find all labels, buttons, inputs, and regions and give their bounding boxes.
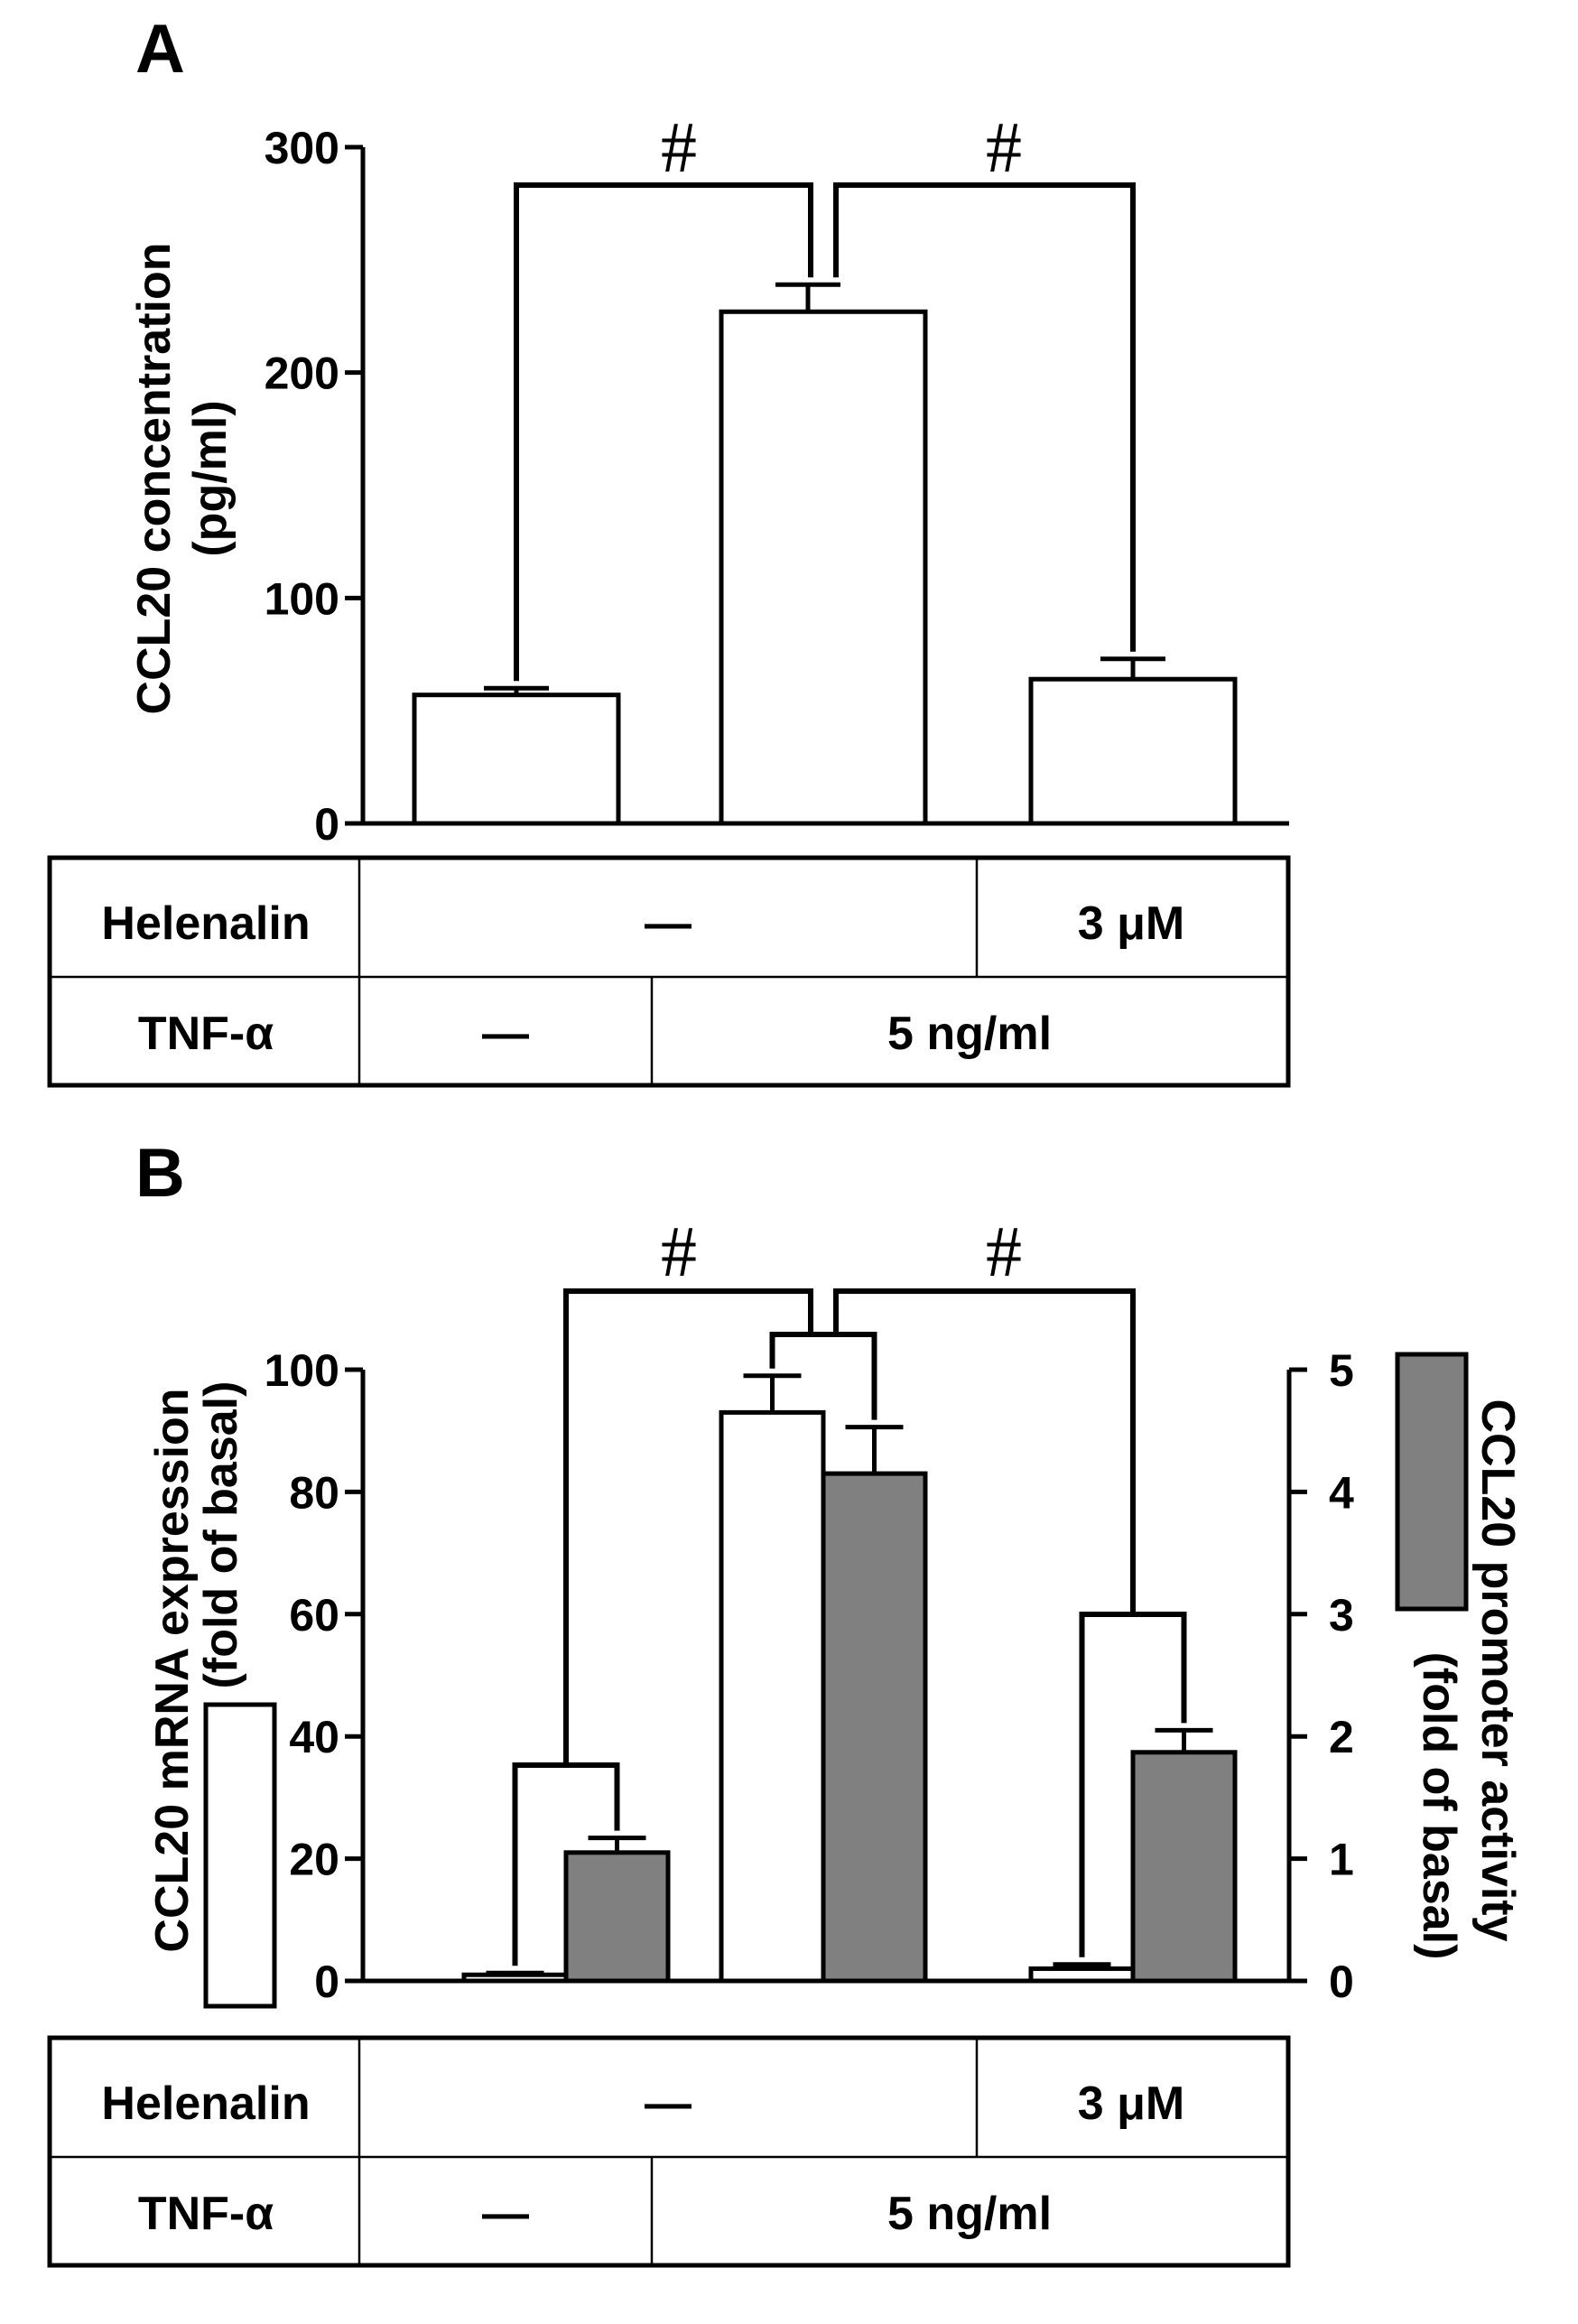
helenalin-none: —	[645, 2078, 692, 2130]
panel-b-ylabel-left: CCL20 mRNA expression	[146, 1388, 199, 1952]
panel-b-left-axis-title: CCL20 mRNA expression (fold of basal)	[146, 1381, 277, 2009]
helenalin-dose: 3 μM	[1078, 2078, 1185, 2130]
panel-a-significance-label: #	[986, 108, 1022, 188]
panel-b-bar-promoter	[821, 1471, 928, 1984]
panel-a-letter: A	[135, 11, 185, 88]
panel-a-significance-label: #	[661, 108, 697, 188]
panel-b-significance-label: #	[986, 1213, 1022, 1292]
panel-b-left-tick-label: 80	[289, 1467, 339, 1518]
panel-b-bar-promoter	[1130, 1750, 1238, 1984]
panel-a-ylabel: CCL20 concentration	[128, 243, 181, 715]
helenalin-none: —	[645, 897, 692, 950]
panel-a-y-tick-label: 0	[314, 799, 339, 850]
panel-b-ylabel-right: CCL20 promoter activity	[1471, 1399, 1524, 1941]
panel-b-tick-labels: 0 20 40 60 80 100 0 1 2 3 4 5	[265, 1345, 1354, 2007]
panel-b-left-tick-label: 40	[289, 1712, 339, 1762]
panel-b-significance-bracket	[563, 1288, 813, 1765]
panel-a-ylabel-unit: (pg/ml)	[184, 400, 237, 556]
panel-b-right-tick-label: 2	[1329, 1712, 1354, 1762]
legend-swatch-mrna	[203, 1702, 277, 2009]
panel-b-bar-mrna	[1028, 1966, 1136, 1984]
panel-b-left-tick-label: 100	[265, 1345, 339, 1396]
panel-b-bar-promoter	[563, 1850, 671, 1984]
panel-b: B CCL20 mRNA expression (fold of basal) …	[47, 1135, 1524, 2268]
tnf-none: —	[482, 2188, 529, 2240]
panel-b-ylabel-right-unit: (fold of basal)	[1413, 1652, 1465, 1960]
panel-b-conditions-table: Helenalin — 3 μM TNF-α — 5 ng/ml	[47, 2035, 1291, 2268]
panel-a-conditions-table: Helenalin — 3 μM TNF-α — 5 ng/ml	[47, 855, 1291, 1088]
panel-a: A CCL20 concentration (pg/ml) 0 100 200 300…	[47, 11, 1291, 1088]
panel-b-right-tick-label: 1	[1329, 1835, 1354, 1885]
tnf-label: TNF-α	[138, 1008, 274, 1060]
panel-b-right-tick-label: 4	[1329, 1467, 1354, 1518]
panel-a-significance-bracket	[514, 182, 813, 682]
helenalin-dose: 3 μM	[1078, 897, 1185, 950]
panel-a-y-tick-label: 200	[265, 349, 339, 399]
panel-a-y-tick-label: 300	[265, 123, 339, 173]
panel-b-right-tick-label: 5	[1329, 1345, 1354, 1396]
helenalin-label: Helenalin	[101, 2078, 310, 2130]
panel-b-left-tick-label: 0	[314, 1957, 339, 2007]
panel-b-significance-label: #	[661, 1213, 697, 1292]
panel-b-left-tick-label: 60	[289, 1590, 339, 1641]
panel-b-letter: B	[135, 1135, 185, 1212]
panel-a-significance-bracket	[833, 182, 1136, 652]
panel-a-y-tick-label: 100	[265, 573, 339, 624]
panel-b-significance-bracket	[833, 1288, 1136, 1614]
panel-b-group-bracket	[769, 1332, 877, 1420]
tnf-dose: 5 ng/ml	[887, 2188, 1052, 2240]
panel-a-tick-labels: 0 100 200 300	[265, 123, 339, 850]
tnf-none: —	[482, 1008, 529, 1060]
panel-a-bar	[412, 693, 621, 826]
panel-b-bar-mrna	[719, 1409, 826, 1984]
tnf-label: TNF-α	[138, 2188, 274, 2240]
panel-b-right-tick-label: 0	[1329, 1957, 1354, 2007]
panel-a-bar	[1028, 676, 1238, 826]
panel-b-plot: # #	[345, 1213, 1307, 1984]
panel-a-plot: # #	[345, 108, 1289, 826]
panel-b-ylabel-left-unit: (fold of basal)	[195, 1381, 247, 1689]
panel-a-bar	[719, 309, 928, 826]
helenalin-label: Helenalin	[101, 897, 310, 950]
legend-swatch-promoter	[1395, 1352, 1469, 1612]
panel-a-y-axis-title: CCL20 concentration (pg/ml)	[128, 243, 237, 715]
panel-b-right-axis-title: CCL20 promoter activity (fold of basal)	[1395, 1352, 1524, 1960]
panel-b-left-tick-label: 20	[289, 1835, 339, 1885]
panel-b-bar-mrna	[461, 1972, 569, 1984]
panel-b-right-tick-label: 3	[1329, 1590, 1354, 1641]
tnf-dose: 5 ng/ml	[887, 1008, 1052, 1060]
